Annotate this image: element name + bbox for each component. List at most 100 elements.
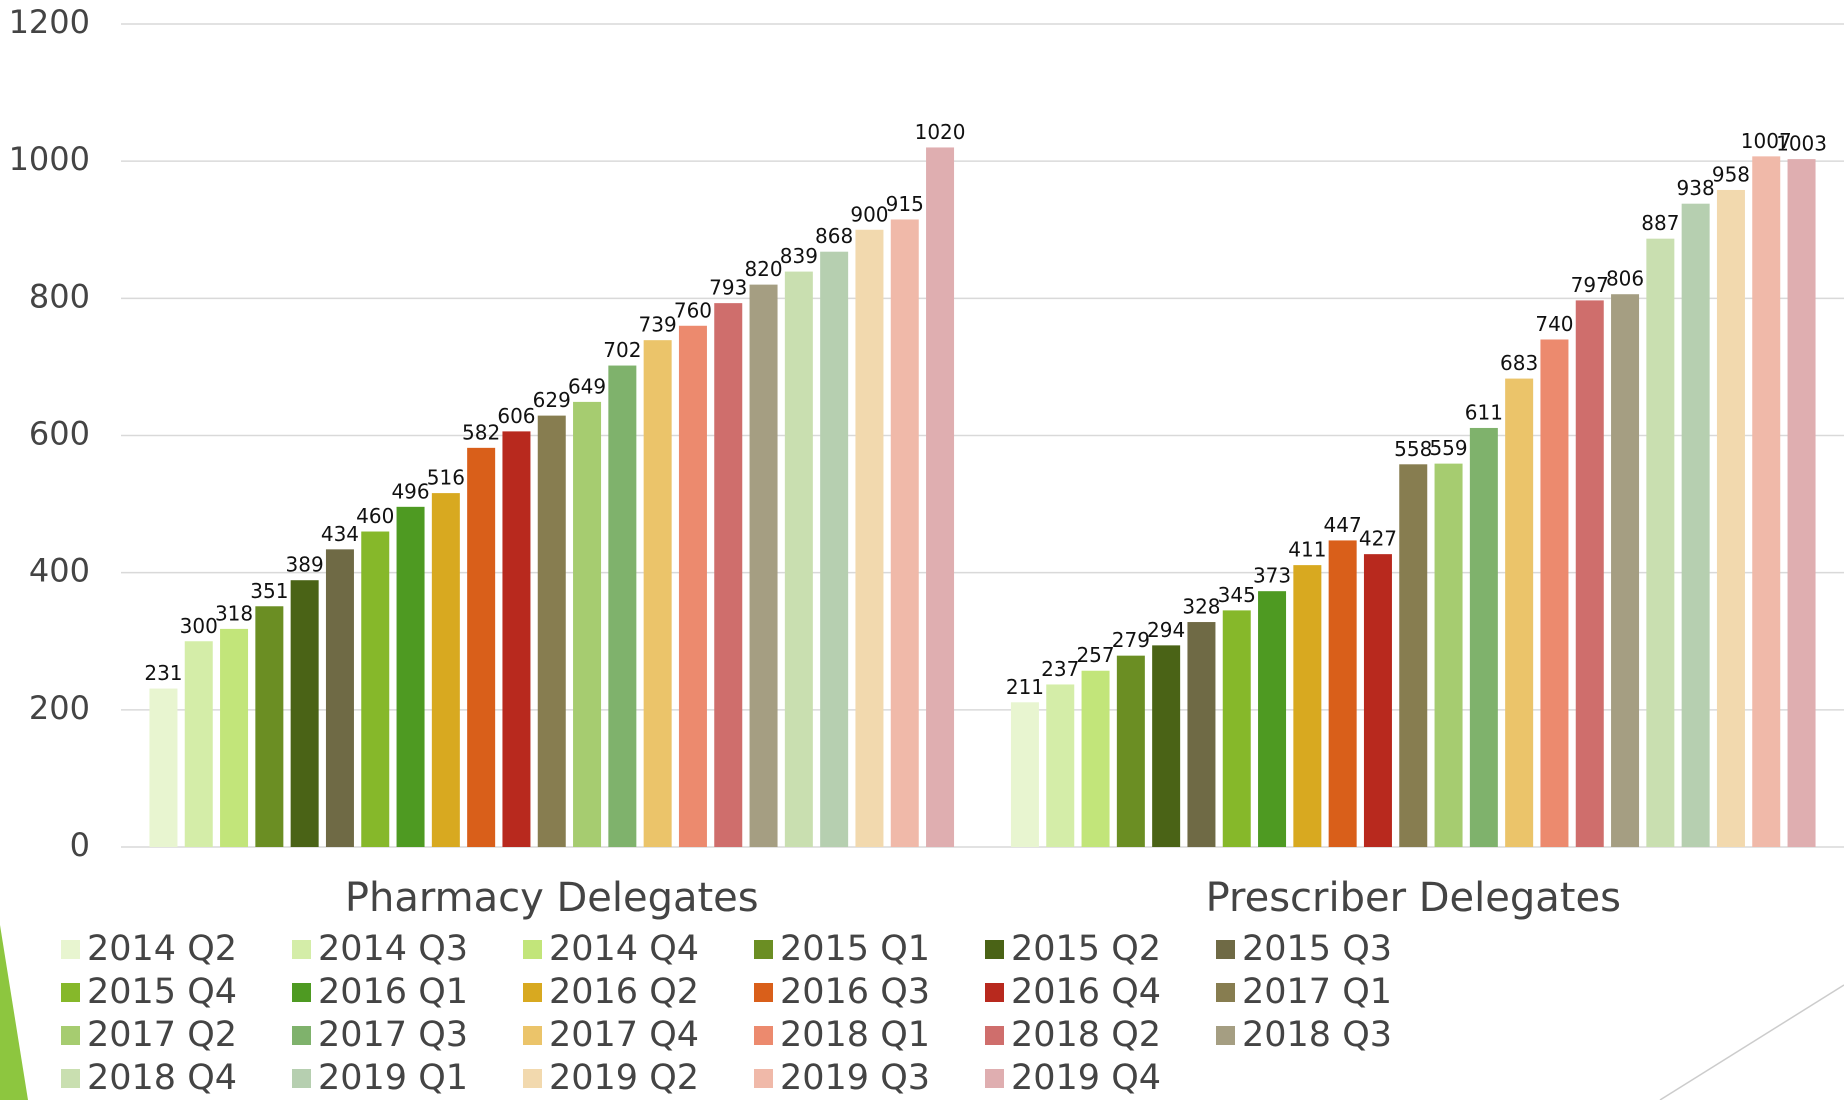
legend-label: 2016 Q2 [549,972,699,1012]
data-label: 345 [1218,583,1256,607]
legend-swatch [1216,940,1235,959]
data-label: 279 [1112,628,1150,652]
data-label: 806 [1606,267,1644,291]
data-label: 740 [1535,312,1573,336]
legend-swatch [754,983,773,1002]
legend-label: 2016 Q4 [1011,972,1161,1012]
bar [1187,622,1216,847]
legend-swatch [754,1026,773,1045]
legend-swatch [523,983,542,1002]
legend-swatch [292,1026,311,1045]
legend-label: 2017 Q1 [1242,972,1392,1012]
legend-label: 2019 Q4 [1011,1058,1161,1098]
data-label: 211 [1006,675,1044,699]
legend-swatch [985,1069,1004,1088]
bar [431,493,460,847]
bar [784,271,813,848]
legend-label: 2015 Q3 [1242,929,1392,969]
bar [1152,645,1181,847]
legend-swatch [61,983,80,1002]
bar [1716,189,1745,847]
data-label: 797 [1571,273,1609,297]
y-tick-label: 1200 [9,3,90,41]
data-label: 434 [321,522,359,546]
data-label: 294 [1147,618,1185,642]
bar [926,147,955,847]
bar [220,628,249,847]
y-tick-label: 600 [29,415,90,453]
data-label: 558 [1394,437,1432,461]
bar [255,606,284,847]
legend-swatch [523,1069,542,1088]
bar [325,549,354,847]
data-label: 887 [1641,211,1679,235]
data-label: 739 [639,313,677,337]
data-label: 629 [533,388,571,412]
bar [1328,540,1357,847]
legend-label: 2015 Q1 [780,929,930,969]
data-label: 958 [1712,162,1750,186]
legend-swatch [985,940,1004,959]
legend-swatch [292,940,311,959]
bar [184,641,213,847]
bar [1010,702,1039,847]
data-label: 900 [850,202,888,226]
bar [502,431,531,847]
data-label: 793 [709,276,747,300]
bar [1222,610,1251,847]
legend-swatch [1216,983,1235,1002]
data-label: 1007 [1741,129,1792,153]
bar [1399,464,1428,847]
legend-label: 2018 Q3 [1242,1015,1392,1055]
y-tick-label: 1000 [9,140,90,178]
data-label: 351 [250,579,288,603]
y-tick-label: 0 [70,826,90,864]
bar [1363,554,1392,847]
legend-label: 2017 Q4 [549,1015,699,1055]
data-label: 1020 [915,120,966,144]
bar [1116,655,1145,847]
bar [573,401,602,847]
bar [149,688,178,847]
legend-swatch [1216,1026,1235,1045]
data-label: 257 [1076,643,1114,667]
decoration [0,925,28,1100]
data-label: 820 [744,257,782,281]
bar [855,229,884,847]
x-tick-label: Pharmacy Delegates [345,875,759,921]
legend-swatch [292,983,311,1002]
data-label: 328 [1182,595,1220,619]
bar [1293,565,1322,847]
legend-label: 2014 Q3 [318,929,468,969]
data-label: 427 [1359,527,1397,551]
data-label: 839 [780,244,818,268]
legend-swatch [523,940,542,959]
data-label: 300 [180,614,218,638]
bar [537,415,566,847]
legend-label: 2014 Q4 [549,929,699,969]
data-label: 606 [497,404,535,428]
data-label: 559 [1429,436,1467,460]
bar [608,365,637,847]
bar [1752,156,1781,847]
legend-label: 2019 Q1 [318,1058,468,1098]
bar [396,506,425,847]
bar [1505,378,1534,847]
legend-swatch [523,1026,542,1045]
legend-label: 2015 Q4 [87,972,237,1012]
bar [714,303,743,847]
data-label: 760 [674,298,712,322]
bar [467,447,496,847]
legend-label: 2018 Q2 [1011,1015,1161,1055]
legend-label: 2017 Q2 [87,1015,237,1055]
data-label: 373 [1253,564,1291,588]
bar [643,340,672,847]
legend-label: 2018 Q1 [780,1015,930,1055]
bar [1787,159,1816,848]
legend-swatch [985,983,1004,1002]
legend-label: 2015 Q2 [1011,929,1161,969]
legend-swatch [292,1069,311,1088]
legend-label: 2016 Q1 [318,972,468,1012]
legend-swatch [61,1069,80,1088]
bar [1611,294,1640,847]
